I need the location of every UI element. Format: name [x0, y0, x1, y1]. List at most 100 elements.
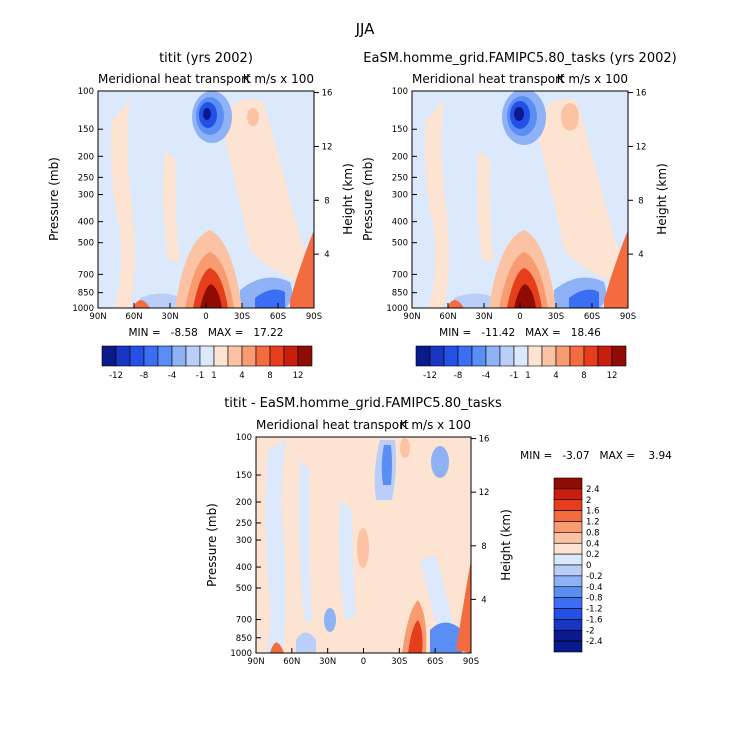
panel-2-colorbar-box-8 — [527, 345, 543, 367]
panel-3-contour-nh-cool — [265, 440, 286, 653]
panel-2: EaSM.homme_grid.FAMIPC5.80_tasks (yrs 20… — [361, 51, 677, 381]
panel-3-contour-upper-cool-3 — [431, 446, 449, 478]
panel-1-ylabel: Pressure (mb) — [47, 157, 61, 241]
panel-2-title: EaSM.homme_grid.FAMIPC5.80_tasks (yrs 20… — [363, 51, 676, 66]
figure-title: JJA — [355, 20, 376, 38]
panel-1-y2tick-label-2: 8 — [324, 196, 329, 206]
panel-3-colorbar-label-11: -1.2 — [586, 605, 603, 615]
panel-2-colorbar-box-1 — [429, 345, 445, 367]
panel-3-ytick-label-7: 700 — [236, 616, 252, 626]
panel-2-colorbar-label-2: -4 — [482, 371, 490, 381]
panel-1-contour-polar-warm — [290, 230, 314, 308]
panel-2-colorbar-box-11 — [569, 345, 585, 367]
panel-3: titit - EaSM.homme_grid.FAMIPC5.80_tasks… — [205, 396, 672, 667]
panel-3-colorbar-box-14 — [553, 629, 583, 642]
panel-3-y2tick-label-0: 16 — [479, 435, 490, 445]
panel-1-colorbar-box-2 — [129, 345, 145, 367]
panel-2-contour-upper-warm — [561, 103, 579, 131]
panel-2-colorbar-label-6: 8 — [581, 371, 586, 381]
panel-3-colorbar-box-7 — [553, 553, 583, 566]
panel-2-ytick-label-2: 200 — [392, 152, 408, 162]
panel-1-colorbar-box-13 — [283, 345, 299, 367]
panel-3-xtick-label-5: 60S — [427, 657, 443, 667]
panel-2-ytick-label-5: 400 — [392, 218, 408, 228]
panel-1: titit (yrs 2002) Meridional heat transpo… — [47, 51, 355, 381]
panel-2-y2tick-label-2: 8 — [638, 196, 643, 206]
panel-1-xtick-label-5: 60S — [270, 312, 286, 322]
panel-2-contour-polar-warm — [604, 230, 628, 308]
panel-2-contour-mid-warm — [477, 150, 494, 262]
panel-1-xtick-label-3: 0 — [203, 312, 208, 322]
panel-1-ticks: 90N 60N 30N 0 30S 60S 90S 100 150 200 250 300 400 500… — [72, 87, 332, 322]
panel-1-colorbar-label-5: 4 — [239, 371, 244, 381]
panel-1-contour-sh-warm — [225, 98, 314, 282]
panel-1-ytick-label-4: 300 — [78, 191, 94, 201]
panel-2-colorbar-box-14 — [611, 345, 627, 367]
panel-3-contour-sub-cool — [338, 500, 356, 620]
panel-2-colorbar-box-3 — [457, 345, 473, 367]
panel-3-colorbar-label-4: 0.8 — [586, 528, 600, 538]
panel-3-contour-polar-warm — [456, 560, 471, 653]
panel-2-ytick-label-6: 500 — [392, 239, 408, 249]
panel-3-colorbar-label-9: -0.4 — [586, 583, 603, 593]
panel-1-contour-upper-warm — [247, 108, 259, 126]
panel-3-xtick-label-2: 30N — [319, 657, 336, 667]
panel-1-colorbar-box-8 — [213, 345, 229, 367]
panel-3-xtick-label-1: 60N — [283, 657, 300, 667]
panel-1-colorbar: -12 -8 -4 -1 1 4 8 12 — [101, 345, 313, 381]
panel-1-ytick-label-8: 850 — [78, 289, 94, 299]
panel-1-contour-nh-cold — [140, 293, 185, 308]
panel-2-xtick-label-6: 90S — [620, 312, 636, 322]
panel-3-contour-eq-warm — [357, 528, 369, 568]
panel-1-colorbar-label-1: -8 — [140, 371, 148, 381]
panel-3-ytick-label-4: 300 — [236, 536, 252, 546]
panel-2-y2tick-label-3: 4 — [638, 250, 643, 260]
panel-2-colorbar-box-9 — [541, 345, 557, 367]
panel-1-subtitle-right: K m/s x 100 — [243, 72, 314, 86]
panel-3-contour-upper-warm — [400, 438, 410, 458]
panel-2-colorbar-label-3: -1 — [510, 371, 518, 381]
panel-1-colorbar-label-7: 12 — [293, 371, 304, 381]
panel-1-colorbar-box-1 — [115, 345, 131, 367]
panel-1-xtick-label-2: 30N — [161, 312, 178, 322]
panel-1-y2tick-label-0: 16 — [322, 89, 333, 99]
panel-2-colorbar-box-0 — [415, 345, 431, 367]
panel-3-contour-nh-surface-cool — [296, 632, 316, 653]
panel-2-ytick-label-4: 300 — [392, 191, 408, 201]
panel-3-colorbar-box-8 — [553, 564, 583, 577]
panel-1-colorbar-box-5 — [171, 345, 187, 367]
panel-2-colorbar-box-10 — [555, 345, 571, 367]
panel-3-ytick-label-9: 1000 — [230, 649, 252, 659]
panel-2-colorbar-label-4: 1 — [525, 371, 530, 381]
panel-1-contour-mid-warm — [163, 150, 180, 262]
panel-3-colorbar-box-2 — [553, 499, 583, 511]
panel-3-ytick-label-6: 500 — [236, 584, 252, 594]
panel-1-y2tick-label-1: 12 — [322, 142, 333, 152]
panel-3-colorbar-label-14: -2.4 — [586, 637, 603, 647]
panel-1-subtitle-left: Meridional heat transport — [98, 72, 251, 86]
panel-1-ytick-label-9: 1000 — [72, 304, 94, 314]
panel-3-ylabel: Pressure (mb) — [205, 503, 219, 587]
panel-1-colorbar-box-11 — [255, 345, 271, 367]
panel-2-ylabel: Pressure (mb) — [361, 157, 375, 241]
panel-3-y2tick-label-1: 12 — [479, 488, 490, 498]
panel-2-ticks: 90N 60N 30N 0 30S 60S 90S 100 150 200 250 300 400 500… — [386, 87, 646, 322]
panel-1-colorbar-box-10 — [241, 345, 257, 367]
panel-3-ytick-label-5: 400 — [236, 563, 252, 573]
panel-2-colorbar-box-4 — [471, 345, 487, 367]
panel-3-colorbar-label-8: -0.2 — [586, 572, 603, 582]
panel-3-colorbar-label-12: -1.6 — [586, 615, 603, 625]
panel-3-y2label: Height (km) — [499, 509, 513, 580]
panel-3-stats: MIN = -3.07 MAX = 3.94 — [520, 450, 672, 462]
panel-1-contour-jet-cold-core — [203, 108, 211, 120]
panel-3-colorbar-box-12 — [553, 608, 583, 620]
panel-2-contour-eq-warm-core — [514, 284, 536, 308]
panel-2-ytick-label-8: 850 — [392, 289, 408, 299]
panel-3-colorbar-label-1: 2 — [586, 496, 591, 506]
panel-2-contour-jet-cold-core — [514, 107, 524, 121]
panel-3-xtick-label-6: 90S — [463, 657, 479, 667]
panel-1-contour-eq-warm-core — [200, 284, 222, 308]
panel-1-ytick-label-6: 500 — [78, 239, 94, 249]
panel-2-ytick-label-0: 100 — [392, 87, 408, 97]
panel-3-contour-cool-blob — [324, 608, 336, 632]
